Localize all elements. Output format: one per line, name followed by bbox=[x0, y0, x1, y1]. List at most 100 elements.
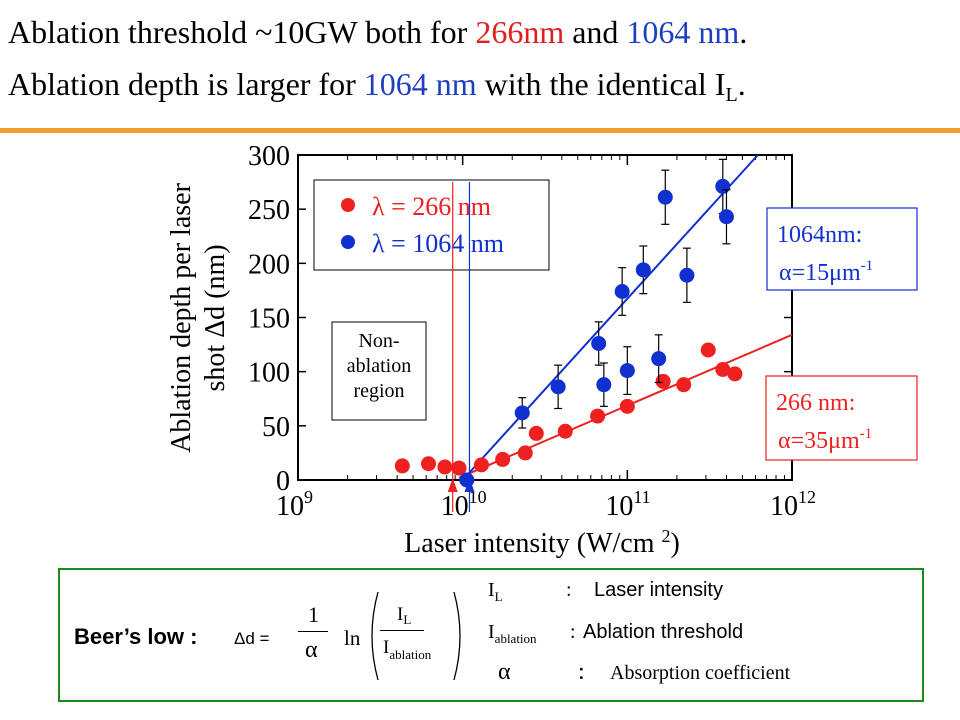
title-wavelength-266: 266nm bbox=[475, 14, 565, 50]
def-subscript: L bbox=[494, 589, 503, 604]
y-axis-label: shot Δd (nm) bbox=[200, 244, 231, 391]
red-alpha-label-line1: 266 nm: bbox=[776, 390, 855, 416]
legend-label: λ = 266 nm bbox=[372, 192, 491, 221]
data-point-1064 bbox=[679, 267, 695, 283]
legend-label: λ = 1064 nm bbox=[372, 229, 504, 258]
legend-marker bbox=[341, 198, 355, 212]
formula-alpha: α bbox=[305, 637, 318, 663]
data-point-266 bbox=[590, 408, 606, 424]
y-tick-label: 250 bbox=[248, 195, 290, 226]
def-text-intensity: Laser intensity bbox=[594, 579, 723, 601]
non-ablation-label: Non- bbox=[358, 330, 399, 352]
formula-numerator-subscript: L bbox=[403, 612, 412, 627]
data-point-266 bbox=[495, 451, 511, 467]
data-point-266 bbox=[420, 456, 436, 472]
title-text: . bbox=[739, 14, 748, 50]
data-point-1064 bbox=[635, 262, 651, 278]
data-point-1064 bbox=[651, 351, 667, 367]
title-text: and bbox=[564, 14, 627, 50]
def-colon: : bbox=[570, 621, 576, 643]
formula-delta-d: Δd = bbox=[234, 629, 270, 648]
data-point-266 bbox=[557, 423, 573, 439]
data-point-266 bbox=[619, 398, 635, 414]
data-point-1064 bbox=[550, 379, 566, 395]
def-symbol-threshold: Iablation bbox=[488, 622, 537, 645]
title-text: with the identical I bbox=[476, 66, 726, 102]
x-tick-label: 1012 bbox=[770, 487, 816, 522]
legend-marker bbox=[341, 235, 355, 249]
non-ablation-box bbox=[331, 321, 427, 421]
data-point-266 bbox=[676, 377, 692, 393]
non-ablation-label: region bbox=[353, 380, 404, 402]
y-tick-label: 300 bbox=[248, 141, 290, 172]
title-wavelength-1064: 1064 nm bbox=[626, 14, 740, 50]
def-colon: : bbox=[566, 579, 572, 601]
y-tick-label: 50 bbox=[262, 412, 290, 443]
data-point-1064 bbox=[596, 377, 612, 393]
data-point-1064 bbox=[514, 405, 530, 421]
formula-denominator: Iablation bbox=[383, 638, 431, 661]
data-point-266 bbox=[517, 445, 533, 461]
title-text: . bbox=[737, 66, 746, 102]
title-line-2: Ablation depth is larger for 1064 nm wit… bbox=[8, 68, 746, 105]
data-point-266 bbox=[700, 342, 716, 358]
title-text: Ablation depth is larger for bbox=[8, 66, 364, 102]
formula-numerator-symbol: I bbox=[397, 604, 404, 625]
def-text-threshold: Ablation threshold bbox=[583, 621, 744, 643]
formula-ln: ln bbox=[344, 626, 361, 650]
red-alpha-label-line2: α=35μm-1 bbox=[778, 426, 872, 454]
accent-rule bbox=[0, 128, 960, 133]
formula-denominator-subscript: ablation bbox=[389, 647, 432, 662]
formula-box bbox=[58, 568, 924, 702]
data-point-1064 bbox=[614, 284, 630, 299]
non-ablation-label: ablation bbox=[347, 355, 411, 377]
def-colon: : bbox=[578, 659, 585, 685]
ablation-chart: 0 50 100 150 200 250 300 109 1010 1011 1012 Ablatio… bbox=[166, 141, 918, 559]
red-alpha-label-box bbox=[765, 375, 918, 461]
data-point-266 bbox=[394, 458, 410, 474]
formula-numerator: IL bbox=[397, 605, 411, 626]
x-tick-label: 109 bbox=[276, 487, 313, 522]
def-symbol: I bbox=[488, 579, 495, 601]
fit-line bbox=[461, 154, 759, 481]
y-tick-label: 200 bbox=[248, 249, 290, 280]
data-point-266 bbox=[451, 460, 467, 476]
y-tick-label: 0 bbox=[276, 466, 290, 497]
formula-fraction-bar-2 bbox=[380, 630, 424, 631]
def-text-absorption: Absorption coefficient bbox=[610, 662, 791, 684]
blue-alpha-label-box bbox=[766, 207, 918, 291]
data-point-266 bbox=[655, 373, 671, 389]
data-point-1064 bbox=[591, 336, 607, 351]
formula-denominator-symbol: I bbox=[383, 637, 390, 658]
title-wavelength-1064: 1064 nm bbox=[363, 66, 477, 102]
data-point-1064 bbox=[619, 363, 635, 379]
formula-parentheses bbox=[371, 591, 461, 681]
y-tick-label: 150 bbox=[248, 304, 290, 335]
def-symbol-alpha: α bbox=[498, 659, 511, 685]
blue-alpha-label-line2: α=15μm-1 bbox=[779, 258, 873, 286]
def-symbol-intensity: IL bbox=[488, 580, 503, 603]
x-tick-label: 1011 bbox=[605, 487, 650, 522]
x-tick-label: 1010 bbox=[441, 487, 487, 522]
title-text: Ablation threshold ~10GW both for bbox=[8, 14, 476, 50]
def-subscript: ablation bbox=[494, 631, 537, 646]
title-subscript: L bbox=[725, 84, 738, 106]
formula-numerator-one: 1 bbox=[308, 602, 319, 627]
blue-alpha-label-line1: 1064nm: bbox=[777, 222, 862, 248]
y-tick-label: 100 bbox=[248, 358, 290, 389]
data-point-266 bbox=[715, 362, 731, 377]
title-line-1: Ablation threshold ~10GW both for 266nm … bbox=[8, 16, 747, 48]
formula-fraction-bar bbox=[298, 631, 328, 632]
data-point-266 bbox=[473, 457, 489, 473]
threshold-arrow bbox=[447, 478, 458, 492]
data-point-1064 bbox=[657, 189, 673, 205]
x-axis-label: Laser intensity (W/cm 2) bbox=[404, 526, 680, 559]
data-point-266 bbox=[437, 459, 453, 475]
data-point-266 bbox=[528, 425, 544, 441]
data-point-266 bbox=[727, 366, 743, 382]
data-point-1064 bbox=[715, 178, 731, 194]
def-symbol: I bbox=[488, 621, 495, 643]
legend-box bbox=[313, 179, 550, 271]
data-point-1064 bbox=[459, 472, 475, 488]
data-point-1064 bbox=[718, 209, 734, 225]
